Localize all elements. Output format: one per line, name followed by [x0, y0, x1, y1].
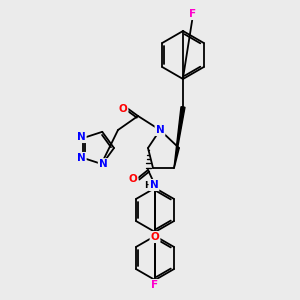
Text: N: N	[77, 153, 85, 163]
Text: O: O	[151, 232, 159, 242]
Text: N: N	[99, 159, 108, 169]
Text: N: N	[150, 180, 158, 190]
Text: F: F	[152, 280, 159, 290]
Text: O: O	[129, 174, 137, 184]
Text: N: N	[156, 125, 164, 135]
Text: F: F	[189, 9, 197, 19]
Polygon shape	[174, 107, 185, 168]
Text: H: H	[144, 181, 152, 190]
Text: N: N	[77, 132, 85, 142]
Text: O: O	[118, 104, 127, 114]
